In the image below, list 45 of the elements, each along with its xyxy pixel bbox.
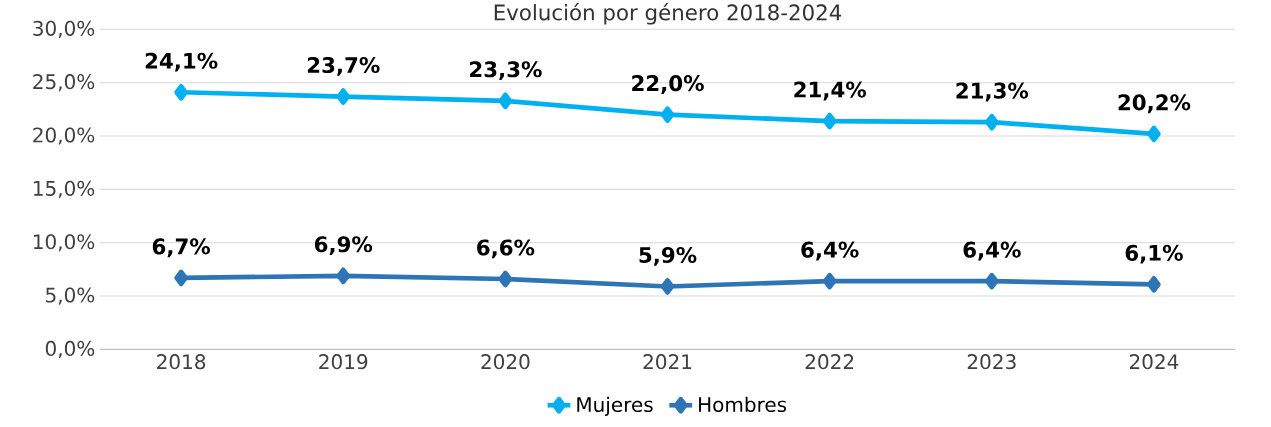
point xyxy=(498,270,513,288)
point xyxy=(1147,276,1161,293)
y-tick-label: 5,0% xyxy=(46,287,95,305)
y-tick-label: 15,0% xyxy=(33,180,95,199)
x-tick-label: 2019 xyxy=(319,354,368,370)
data-label: 6,4% xyxy=(801,241,859,261)
data-label: 6,7% xyxy=(152,238,211,258)
data-label: 6,6% xyxy=(477,239,535,259)
legend-label: Hombres xyxy=(699,396,787,413)
point xyxy=(660,278,675,295)
data-label: 24,1% xyxy=(145,52,218,72)
point xyxy=(174,84,188,101)
y-tick-label: 10,0% xyxy=(33,234,95,252)
point xyxy=(984,272,999,290)
legend-label: Mujeres xyxy=(577,396,653,417)
data-label: 6,9% xyxy=(314,236,373,256)
point xyxy=(336,88,351,105)
point xyxy=(336,267,351,285)
data-label: 22,0% xyxy=(632,75,704,95)
point xyxy=(1147,125,1161,143)
point xyxy=(498,92,513,110)
x-tick-label: 2022 xyxy=(805,354,854,370)
chart-title: Evolución por género 2018-2024 xyxy=(494,3,842,25)
data-label: 6,4% xyxy=(963,241,1021,261)
data-label: 5,9% xyxy=(639,246,697,266)
point xyxy=(174,269,188,287)
data-label: 21,3% xyxy=(956,82,1029,102)
y-tick-label: 0,0% xyxy=(45,340,95,359)
point xyxy=(660,106,675,124)
data-label: 23,3% xyxy=(470,61,542,81)
y-tick-label: 30,0% xyxy=(33,20,95,39)
point xyxy=(984,113,999,131)
y-tick-label: 20,0% xyxy=(33,127,95,145)
x-tick-label: 2020 xyxy=(481,354,530,370)
data-label: 21,4% xyxy=(794,81,867,101)
x-tick-label: 2021 xyxy=(643,354,692,370)
x-tick-label: 2023 xyxy=(967,354,1016,370)
point xyxy=(822,272,837,290)
x-tick-label: 2024 xyxy=(1129,354,1179,370)
y-tick-label: 25,0% xyxy=(33,74,95,92)
x-tick-label: 2018 xyxy=(157,354,206,370)
data-label: 6,1% xyxy=(1125,244,1183,264)
data-label: 20,2% xyxy=(1118,94,1191,114)
point xyxy=(822,112,837,130)
data-label: 23,7% xyxy=(307,57,380,76)
